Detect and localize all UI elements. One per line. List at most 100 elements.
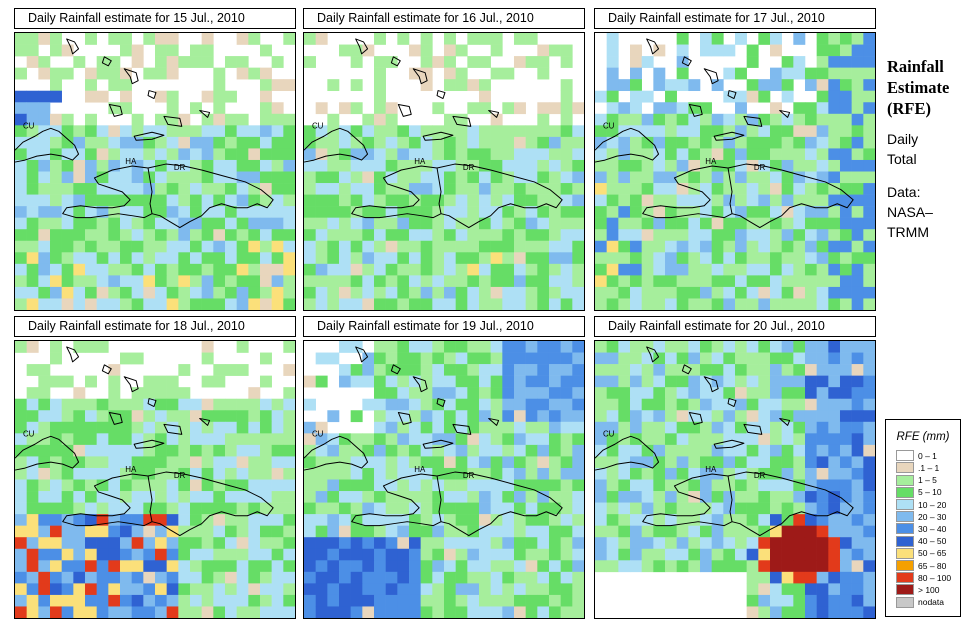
rainfall-cell (38, 136, 51, 149)
hispaniola-outline (642, 471, 854, 537)
rainfall-cell (108, 433, 121, 446)
rainfall-cell (572, 375, 584, 388)
rainfall-cell (711, 113, 724, 126)
rainfall-cell (385, 560, 398, 573)
rainfall-cell (700, 240, 712, 253)
rainfall-cell (606, 44, 619, 57)
rainfall-cell (490, 410, 503, 423)
rainfall-cell (478, 594, 491, 607)
rainfall-cell (467, 421, 480, 434)
rainfall-cell (606, 467, 619, 480)
bahamas-island-outline (355, 38, 369, 55)
rainfall-cell (283, 275, 295, 288)
rainfall-cell (735, 102, 747, 115)
rainfall-cell (155, 548, 167, 561)
rainfall-cell (189, 479, 202, 492)
rainfall-cell (420, 148, 433, 161)
rainfall-cell (143, 217, 156, 230)
rainfall-cell (863, 352, 875, 365)
rainfall-cell (560, 421, 573, 434)
rainfall-cell (828, 136, 841, 149)
rainfall-cell (339, 171, 351, 184)
rainfall-cell (50, 606, 62, 618)
rainfall-cell (283, 136, 295, 149)
rainfall-cell (315, 583, 328, 596)
rainfall-cell (155, 183, 167, 195)
rainfall-cell (665, 113, 677, 126)
rainfall-cell (213, 537, 226, 550)
rainfall-cell (641, 298, 654, 310)
rainfall-cell (315, 148, 328, 161)
rainfall-cell (201, 183, 214, 195)
rainfall-cell (513, 571, 526, 584)
rainfall-cell (781, 263, 794, 276)
rainfall-cell (606, 56, 619, 68)
rainfall-cell (828, 240, 841, 253)
rainfall-cell (120, 275, 132, 288)
rainfall-cell (236, 148, 249, 161)
rainfall-cell (201, 548, 214, 561)
rainfall-cell (781, 90, 794, 103)
rainfall-cell (155, 421, 167, 434)
rainfall-cell (85, 159, 97, 172)
rainfall-cell (863, 217, 875, 230)
rainfall-cell (781, 364, 794, 376)
rainfall-cell (478, 33, 491, 45)
rainfall-cell (758, 514, 771, 526)
rainfall-cell (851, 263, 864, 276)
rainfall-cell (315, 375, 328, 388)
rainfall-cell (259, 136, 272, 149)
rainfall-cell (769, 352, 782, 365)
rainfall-cell (327, 525, 340, 538)
rainfall-cell (73, 171, 86, 184)
rainfall-cell (155, 263, 167, 276)
rainfall-cell (781, 375, 794, 388)
rainfall-cell (38, 286, 51, 299)
bahamas-island-outline (108, 103, 123, 117)
rainfall-cell (131, 352, 144, 365)
rainfall-cell (700, 183, 712, 195)
rainfall-cell (15, 421, 27, 434)
rainfall-cell (828, 102, 841, 115)
rainfall-cell (828, 263, 841, 276)
rainfall-cell (793, 560, 806, 573)
legend-item: .1 – 1 (896, 462, 939, 474)
rainfall-cell (560, 79, 573, 92)
rainfall-cell (502, 502, 515, 515)
rainfall-cell (502, 421, 515, 434)
bahamas-island-outline (727, 90, 737, 100)
rainfall-cell (409, 456, 421, 469)
legend-swatch (896, 511, 914, 523)
rainfall-cell (525, 217, 538, 230)
rainfall-cell (630, 275, 642, 288)
rainfall-cell (444, 263, 456, 276)
rainfall-cell (863, 583, 875, 596)
rainfall-cell (781, 433, 794, 446)
rainfall-cell (248, 148, 261, 161)
rainfall-cell (630, 90, 642, 103)
rainfall-cell (166, 171, 179, 184)
rainfall-cell (630, 467, 642, 480)
rainfall-cell (513, 171, 526, 184)
rainfall-cell (467, 537, 480, 550)
rainfall-cell (444, 444, 456, 457)
rainfall-cell (572, 341, 584, 353)
rainfall-cell (248, 286, 261, 299)
rainfall-cell (700, 560, 712, 573)
rainfall-cell (444, 421, 456, 434)
rainfall-cell (315, 159, 328, 172)
rainfall-cell (143, 275, 156, 288)
rainfall-cell (339, 537, 351, 550)
rainfall-cell (397, 398, 410, 411)
rainfall-cell (131, 183, 144, 195)
rainfall-cell (676, 491, 689, 503)
rainfall-cell (397, 375, 410, 388)
bahamas-island-outline (452, 423, 472, 435)
rainfall-cell (758, 240, 771, 253)
rainfall-cell (572, 183, 584, 195)
rainfall-cell (711, 252, 724, 265)
rainfall-cell (61, 525, 74, 538)
rainfall-cell (665, 194, 677, 207)
rainfall-cell (38, 583, 51, 596)
rainfall-cell (793, 525, 806, 538)
